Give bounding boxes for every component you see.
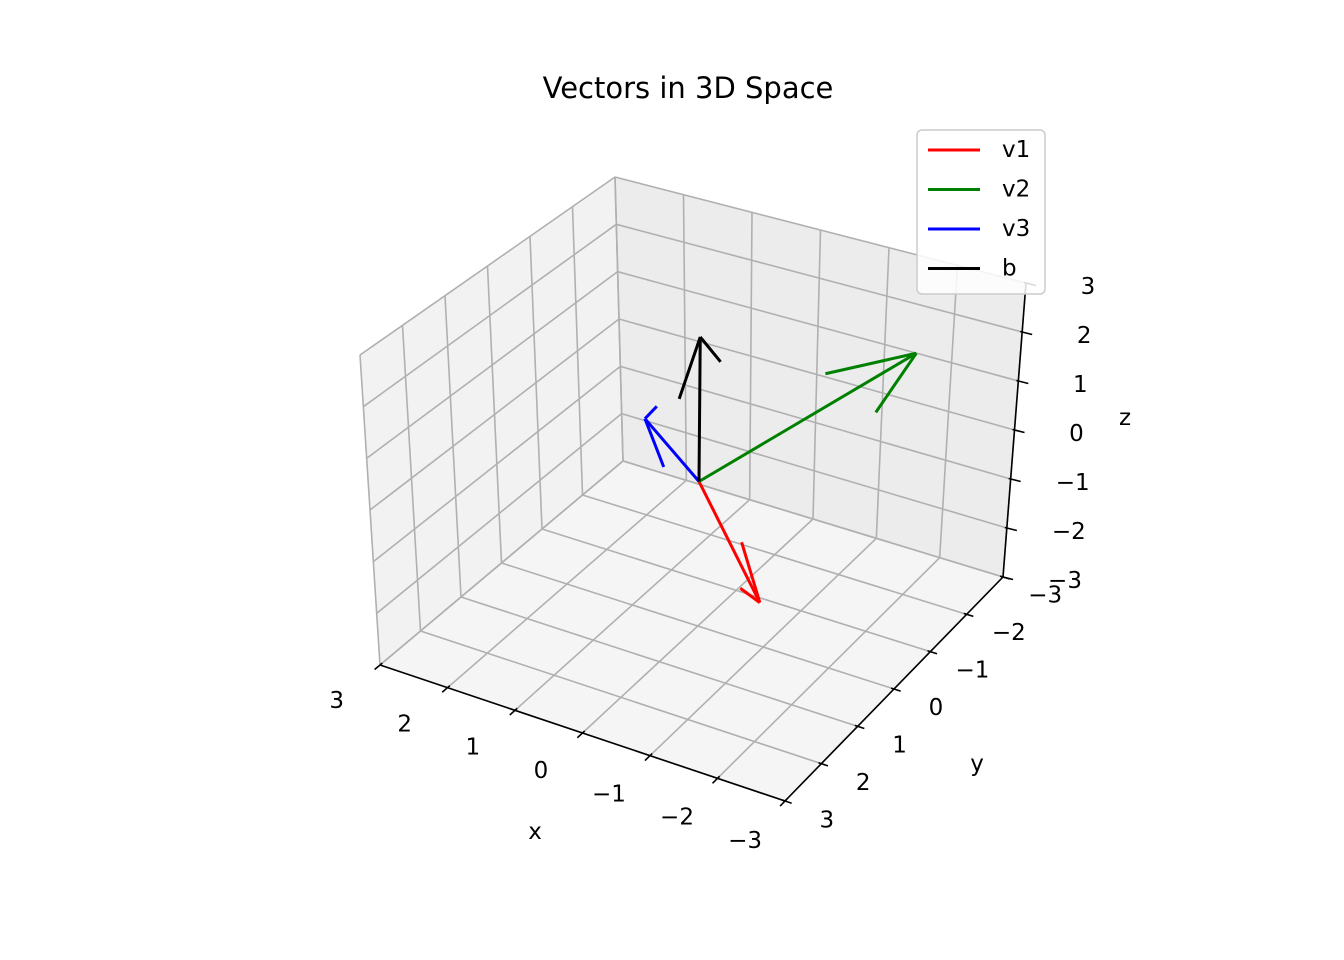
y-tick xyxy=(890,687,901,692)
z-tick-label: 2 xyxy=(1077,323,1092,349)
legend-label-b: b xyxy=(1002,256,1017,282)
z-tick xyxy=(1019,330,1033,336)
arrowhead-barb xyxy=(825,351,917,376)
legend-label-v1: v1 xyxy=(1002,137,1030,163)
vector-b xyxy=(677,336,722,482)
grid-line-z-wall-y xyxy=(618,318,1015,431)
y-axis-label: y xyxy=(970,751,984,777)
z-tick-label: 0 xyxy=(1069,421,1084,447)
arrowhead-barb xyxy=(699,336,722,363)
grid-line-y-floor xyxy=(541,528,931,653)
vector-v3 xyxy=(643,405,701,483)
z-tick xyxy=(1012,428,1025,434)
y-tick-label: 1 xyxy=(892,732,907,758)
legend-label-v2: v2 xyxy=(1002,177,1030,203)
grid-line-z-wall-y xyxy=(617,270,1019,382)
y-tick-label: 0 xyxy=(929,695,944,721)
y-tick xyxy=(818,761,829,767)
arrowhead-barb xyxy=(740,541,762,604)
x-tick xyxy=(576,730,586,739)
vector-shaft xyxy=(643,417,701,483)
x-tick-label: −2 xyxy=(660,805,694,831)
grid-line-y-floor xyxy=(420,630,822,765)
grid-line-z-wall-x xyxy=(372,365,621,563)
x-tick-label: −1 xyxy=(592,781,626,807)
x-tick-label: 0 xyxy=(534,758,549,784)
y-tick-label: −2 xyxy=(992,620,1026,646)
arrowhead-barb xyxy=(739,587,761,604)
z-tick xyxy=(1008,477,1021,483)
grid-lines xyxy=(359,176,1027,802)
grid-line-z-wall-y xyxy=(621,412,1008,529)
legend-box xyxy=(916,129,1046,295)
grid-line-z-wall-x xyxy=(366,271,619,459)
z-tick-label: 3 xyxy=(1081,274,1096,300)
x-tick xyxy=(644,753,653,762)
x-axis-label: x xyxy=(528,819,542,845)
x-tick-label: 2 xyxy=(397,711,412,737)
y-tick-label: −1 xyxy=(955,657,989,683)
grid-line-z-wall-y xyxy=(622,460,1004,578)
y-tick xyxy=(781,799,792,804)
y-tick xyxy=(927,650,938,655)
grid-line-y-floor xyxy=(582,494,967,616)
chart-title: Vectors in 3D Space xyxy=(543,71,834,105)
x-tick xyxy=(711,775,721,784)
vector-v1 xyxy=(697,480,762,604)
x-tick xyxy=(374,662,383,671)
vector-series xyxy=(643,336,918,604)
y-tick-label: 2 xyxy=(856,770,871,796)
z-tick xyxy=(1000,575,1014,581)
z-tick-label: −2 xyxy=(1052,519,1086,545)
z-tick-label: −3 xyxy=(1048,568,1082,594)
x-tick xyxy=(441,685,451,693)
y-tick-label: −3 xyxy=(1028,582,1062,608)
vector-shaft xyxy=(697,336,702,482)
arrowhead-barb xyxy=(643,405,658,420)
grid-line-z-wall-x xyxy=(369,318,620,511)
arrowhead-barb xyxy=(874,352,918,414)
grid-line-z-wall-x xyxy=(376,413,623,614)
y-tick-label: 3 xyxy=(819,807,834,833)
z-tick xyxy=(1016,379,1029,385)
grid-line-y-floor xyxy=(501,562,895,690)
x-tick-label: −3 xyxy=(728,828,762,854)
legend: v1 v2 v3 b xyxy=(916,129,1046,295)
grid-line-z-wall-x xyxy=(379,460,624,666)
y-tick xyxy=(854,724,865,730)
grid-line-y-floor xyxy=(460,596,858,728)
arrowhead-barb xyxy=(643,418,666,468)
vector-v2 xyxy=(698,351,918,483)
x-tick-label: 3 xyxy=(329,688,344,714)
vector-shaft xyxy=(698,351,918,483)
y-tick xyxy=(963,612,974,618)
legend-label-v3: v3 xyxy=(1002,216,1030,242)
x-tick xyxy=(509,707,518,716)
z-tick-label: 1 xyxy=(1073,372,1088,398)
x-tick-label: 1 xyxy=(465,735,480,761)
z-tick-label: −1 xyxy=(1056,470,1090,496)
z-axis-label: z xyxy=(1119,405,1131,431)
grid-line-z-wall-x xyxy=(359,176,616,356)
x-tick xyxy=(779,798,788,807)
arrowhead-barb xyxy=(677,336,702,400)
z-tick xyxy=(1004,526,1018,532)
vector-shaft xyxy=(697,480,762,604)
grid-line-z-wall-y xyxy=(616,223,1023,333)
grid-line-z-wall-x xyxy=(362,223,617,408)
